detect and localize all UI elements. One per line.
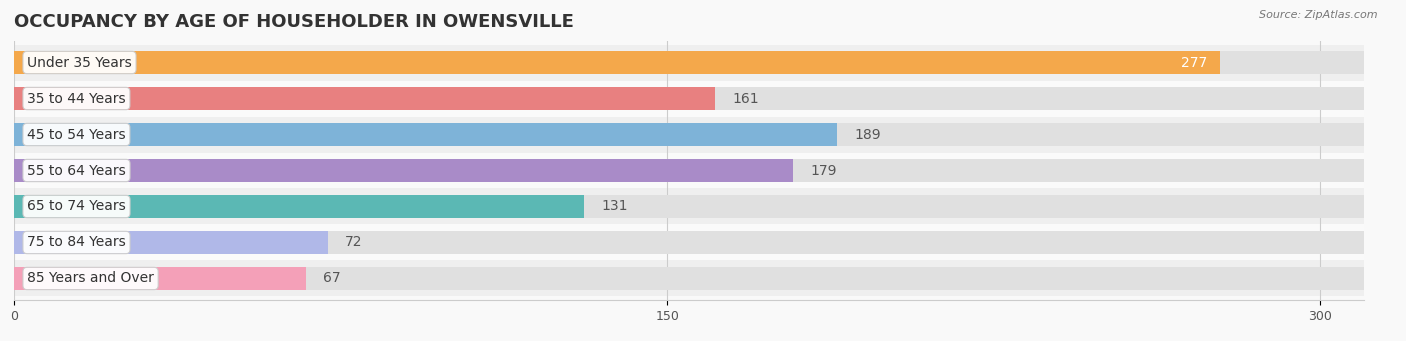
Text: OCCUPANCY BY AGE OF HOUSEHOLDER IN OWENSVILLE: OCCUPANCY BY AGE OF HOUSEHOLDER IN OWENS… (14, 13, 574, 31)
Bar (14, 87, 1364, 110)
Text: 179: 179 (811, 163, 838, 178)
Text: 189: 189 (855, 128, 882, 142)
Bar (14, 267, 305, 290)
Text: 72: 72 (344, 236, 363, 250)
Text: 67: 67 (323, 271, 340, 285)
Bar (14, 51, 1220, 74)
Bar (14, 267, 1364, 290)
Text: 75 to 84 Years: 75 to 84 Years (27, 236, 127, 250)
Text: 45 to 54 Years: 45 to 54 Years (27, 128, 125, 142)
Bar (14, 159, 1364, 182)
Text: 277: 277 (1181, 56, 1208, 70)
Bar (14, 195, 1364, 218)
Bar (14, 123, 837, 146)
Text: 85 Years and Over: 85 Years and Over (27, 271, 155, 285)
Text: 131: 131 (602, 199, 628, 213)
Bar (14, 45, 1364, 80)
Bar (14, 195, 585, 218)
Bar (14, 80, 1364, 117)
Bar (14, 123, 1364, 146)
Text: Source: ZipAtlas.com: Source: ZipAtlas.com (1260, 10, 1378, 20)
Text: Under 35 Years: Under 35 Years (27, 56, 132, 70)
Text: 35 to 44 Years: 35 to 44 Years (27, 91, 125, 105)
Text: 65 to 74 Years: 65 to 74 Years (27, 199, 127, 213)
Bar (14, 189, 1364, 224)
Bar (14, 231, 328, 254)
Bar (14, 117, 1364, 152)
Bar (14, 152, 1364, 189)
Bar (14, 159, 793, 182)
Bar (14, 87, 716, 110)
Bar (14, 224, 1364, 261)
Bar (14, 231, 1364, 254)
Bar (14, 51, 1364, 74)
Text: 55 to 64 Years: 55 to 64 Years (27, 163, 127, 178)
Bar (14, 261, 1364, 296)
Text: 161: 161 (733, 91, 759, 105)
